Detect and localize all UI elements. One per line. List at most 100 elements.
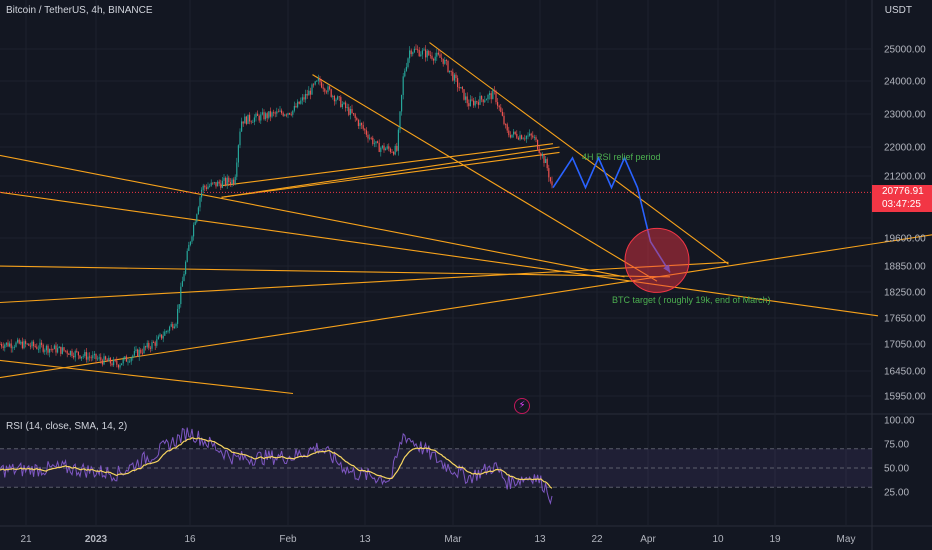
candle-body <box>89 356 91 358</box>
candle-body <box>439 54 441 58</box>
candle-body <box>521 135 523 140</box>
candle-body <box>137 349 139 357</box>
candle-body <box>452 71 454 81</box>
candle-body <box>298 101 300 104</box>
candle-body <box>34 346 36 347</box>
candle-body <box>189 241 191 245</box>
target-annotation: BTC target ( roughly 19k, end of March) <box>612 295 771 305</box>
trendlines[interactable] <box>0 42 932 395</box>
rsi-ma-line <box>0 437 553 489</box>
candle-body <box>125 356 127 362</box>
candle-body <box>229 182 231 185</box>
candle-body <box>289 113 291 115</box>
candle-body <box>292 110 294 115</box>
candle-body <box>149 347 151 349</box>
candle-body <box>117 364 119 368</box>
candle-body <box>148 342 150 348</box>
candle-body <box>293 105 295 111</box>
candle-body <box>281 110 283 114</box>
price-tick-label: 23000.00 <box>884 110 926 121</box>
price-tick-label: 15950.00 <box>884 392 926 403</box>
candle-body <box>426 50 428 58</box>
candle-body <box>458 87 460 89</box>
candle-body <box>7 342 9 347</box>
rsi-tick-label: 25.00 <box>884 488 909 499</box>
candle-body <box>285 114 287 116</box>
candle-body <box>213 182 215 183</box>
candle-body <box>207 186 209 189</box>
candle-body <box>476 101 478 103</box>
candle-body <box>396 145 398 151</box>
candle-body <box>429 54 431 56</box>
candle-body <box>81 356 83 359</box>
candle-body <box>498 105 500 108</box>
candle-body <box>180 286 182 305</box>
candle-body <box>402 76 404 95</box>
candle-body <box>154 342 156 346</box>
candle-body <box>161 334 163 339</box>
candle-body <box>2 346 4 348</box>
candle-body <box>481 95 483 100</box>
candle-body <box>482 99 484 103</box>
candle-body <box>381 145 383 148</box>
rsi-tick-label: 50.00 <box>884 464 909 475</box>
candle-body <box>444 60 446 64</box>
candle-body <box>316 80 318 82</box>
candle-body <box>540 153 542 157</box>
candle-body <box>471 99 473 101</box>
candle-body <box>354 114 356 118</box>
candle-body <box>516 133 518 138</box>
trendline <box>429 42 729 265</box>
candle-body <box>242 121 244 124</box>
time-tick-label: 16 <box>184 534 196 545</box>
candle-body <box>79 355 81 359</box>
trendline <box>0 191 879 317</box>
candle-body <box>199 197 201 208</box>
candle-body <box>4 344 6 348</box>
candle-body <box>385 148 387 151</box>
candle-body <box>415 48 417 50</box>
trendline <box>0 359 294 395</box>
candle-body <box>196 214 198 222</box>
candle-body <box>479 95 481 105</box>
candle-body <box>1 344 3 347</box>
candle-body <box>340 97 342 108</box>
candle-body <box>353 113 355 115</box>
candle-body <box>122 358 124 364</box>
candle-body <box>60 346 62 354</box>
candle-body <box>268 111 270 118</box>
candle-body <box>266 113 268 118</box>
candle-body <box>113 359 115 366</box>
axes: 21 2023 16 Feb 13 Mar 13 22 Apr 10 19 May 25000.00 24… <box>20 45 926 546</box>
time-tick-label: Mar <box>444 534 462 545</box>
time-tick-label: 21 <box>20 534 32 545</box>
candle-body <box>505 124 507 125</box>
candle-body <box>45 345 47 351</box>
candle-body <box>21 341 23 349</box>
candle-body <box>257 113 259 116</box>
price-tick-label: 18850.00 <box>884 262 926 273</box>
candle-body <box>162 335 164 339</box>
last-price-badge: 20776.91 <box>872 185 932 199</box>
candle-body <box>309 90 311 95</box>
candle-body <box>193 224 195 237</box>
candle-body <box>121 363 123 366</box>
candle-body <box>329 86 331 90</box>
candle-body <box>492 90 494 100</box>
candle-body <box>335 99 337 102</box>
candle-body <box>346 107 348 109</box>
candle-body <box>164 331 166 336</box>
lightning-icon[interactable]: ⚡ <box>514 398 530 414</box>
candle-body <box>469 99 471 107</box>
candle-body <box>546 159 548 169</box>
candle-body <box>349 108 351 115</box>
candle-body <box>305 93 307 100</box>
candle-body <box>20 341 22 344</box>
price-tick-label: 24000.00 <box>884 77 926 88</box>
candle-body <box>337 96 339 100</box>
candle-body <box>68 353 70 355</box>
candle-body <box>63 347 65 351</box>
candle-body <box>5 342 7 345</box>
time-tick-label: Feb <box>279 534 297 545</box>
